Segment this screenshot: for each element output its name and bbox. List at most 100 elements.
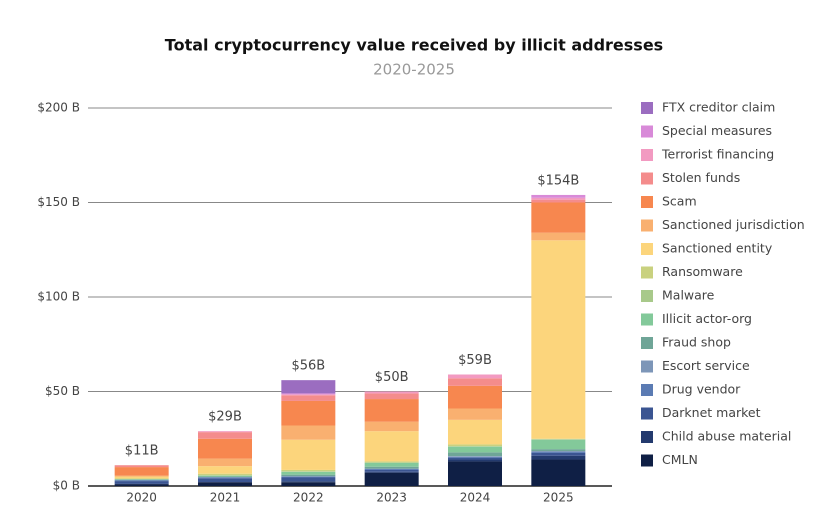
bar-segment: [281, 394, 336, 396]
y-tick-label: $100 B: [37, 290, 80, 304]
bar-segment: [114, 475, 169, 477]
legend-label: Child abuse material: [662, 429, 791, 444]
legend-swatch: [641, 360, 653, 373]
bar-segment: [448, 459, 502, 462]
legend-swatch: [641, 149, 653, 161]
legend-swatch: [641, 313, 653, 326]
bar-segment: [448, 457, 502, 460]
total-label: $50B: [375, 370, 409, 385]
bar-segment: [281, 425, 336, 440]
bar-segment: [448, 419, 502, 445]
legend-label: Sanctioned jurisdiction: [662, 217, 805, 232]
bar-segment: [114, 465, 169, 468]
bar-segment: [198, 466, 252, 474]
bar-segment: [198, 482, 252, 486]
legend-swatch: [641, 384, 653, 396]
x-tick-label: 2025: [543, 491, 574, 505]
bar-segment: [364, 471, 419, 473]
bar-segment: [531, 439, 586, 440]
bar-segment: [531, 452, 586, 456]
legend-swatch: [641, 290, 653, 302]
legend-swatch: [641, 266, 653, 279]
bar-segment: [281, 476, 336, 478]
bar-segment: [198, 477, 252, 479]
legend-label: Drug vendor: [662, 382, 741, 397]
bar-segment: [198, 431, 252, 433]
bar-segment: [281, 469, 336, 472]
bar-segment: [448, 456, 502, 457]
bar-segment: [281, 380, 336, 394]
bar-segment: [531, 459, 586, 486]
bar-segment: [114, 484, 169, 486]
bar-segment: [198, 478, 252, 483]
bar-segment: [364, 466, 419, 469]
legend-swatch: [641, 337, 653, 349]
bar-segment: [114, 478, 169, 480]
bar-segment: [364, 391, 419, 394]
bar-segment: [448, 456, 502, 458]
legend-label: Escort service: [662, 358, 750, 373]
legend-label: Malware: [662, 288, 715, 303]
total-label: $11B: [125, 444, 159, 459]
total-label: $154B: [537, 173, 579, 188]
bar-segment: [364, 461, 419, 463]
legend-swatch: [641, 172, 653, 185]
bar-segment: [281, 400, 336, 426]
bar-segment: [531, 439, 586, 450]
legend-label: CMLN: [662, 452, 698, 467]
bar-segment: [448, 374, 502, 379]
bar-segment: [198, 438, 252, 459]
bar-segment: [448, 461, 502, 486]
legend-swatch: [641, 407, 653, 420]
bar-segment: [281, 439, 336, 470]
bar-segment: [364, 462, 419, 463]
bar-segment: [364, 468, 419, 470]
bar-segment: [448, 408, 502, 420]
total-label: $59B: [458, 353, 492, 368]
bar-segment: [531, 202, 586, 233]
bar-segment: [448, 444, 502, 447]
legend-swatch: [641, 243, 653, 255]
bar-segment: [364, 431, 419, 462]
y-tick-label: $50 B: [45, 384, 80, 398]
bar-segment: [198, 473, 252, 476]
total-label: $29B: [208, 410, 242, 425]
bar-segment: [281, 482, 336, 486]
legend-label: Sanctioned entity: [662, 241, 773, 256]
bar-segment: [531, 232, 586, 241]
bar-segment: [531, 197, 586, 200]
legend-swatch: [641, 102, 653, 114]
bar-segment: [281, 393, 336, 395]
bar-segment: [198, 475, 252, 477]
bar-segment: [114, 480, 169, 482]
y-tick-label: $0 B: [53, 479, 80, 493]
x-tick-label: 2021: [210, 491, 241, 505]
legend-swatch: [641, 219, 653, 232]
bar-segment: [198, 476, 252, 478]
legend-swatch: [641, 196, 653, 208]
y-tick-label: $150 B: [37, 195, 80, 209]
total-label: $56B: [291, 359, 325, 374]
legend-label: Terrorist financing: [661, 147, 774, 162]
bar-segment: [364, 462, 419, 467]
bar-segment: [198, 458, 252, 467]
bar-segment: [531, 451, 586, 453]
bar-segment: [531, 449, 586, 452]
bar-segment: [198, 432, 252, 439]
bar-segment: [114, 467, 169, 476]
legend-label: Darknet market: [662, 405, 761, 420]
bar-segment: [364, 472, 419, 486]
x-tick-label: 2022: [293, 491, 324, 505]
legend-label: Stolen funds: [662, 170, 740, 185]
bar-segment: [448, 378, 502, 386]
bar-segment: [281, 477, 336, 482]
bar-segment: [531, 199, 586, 203]
bar-segment: [531, 455, 586, 460]
bar-segment: [364, 469, 419, 472]
bar-segment: [364, 421, 419, 432]
bar-segment: [448, 446, 502, 453]
bar-segment: [448, 385, 502, 409]
bar-segment: [448, 452, 502, 457]
bar-segment: [114, 481, 169, 484]
